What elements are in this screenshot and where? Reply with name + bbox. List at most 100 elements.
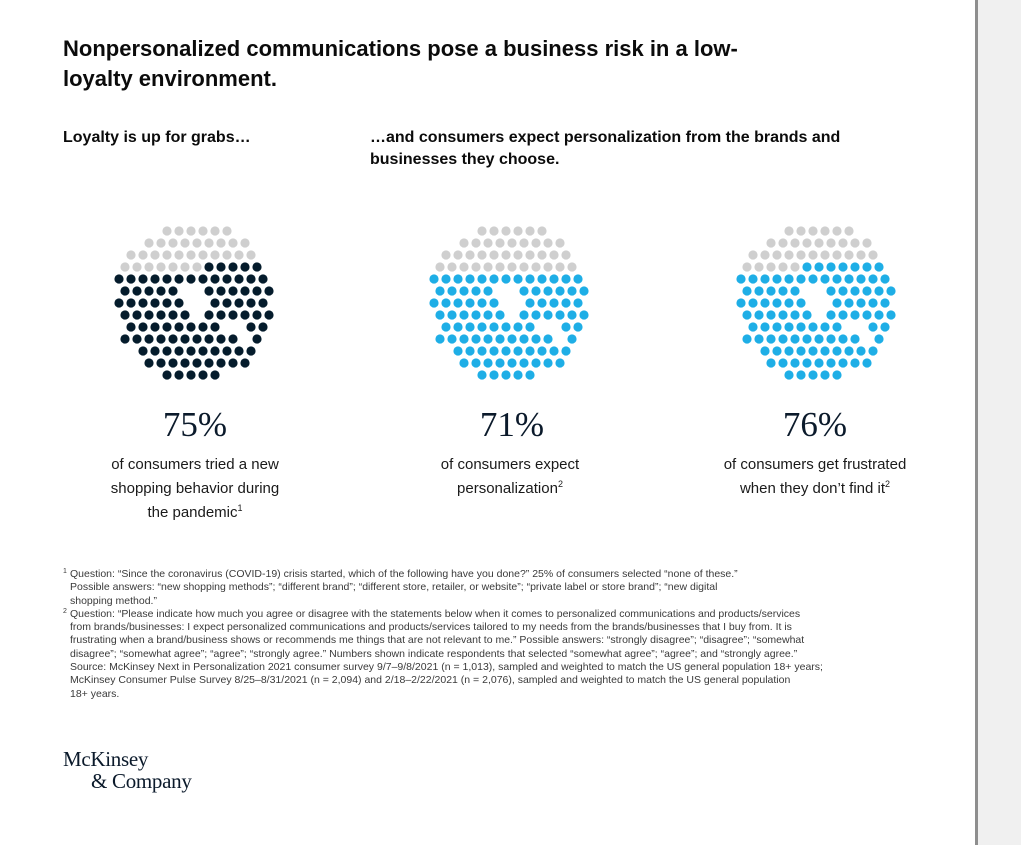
dot-share [459,334,469,344]
dot-remainder [519,262,529,272]
dot-remainder [489,250,499,260]
stat-description-1: of consumers tried a new shopping behavi… [65,453,325,525]
dot-remainder [555,262,565,272]
dot-remainder [802,238,812,248]
dot-share [453,346,463,356]
dot-share [252,286,262,296]
dot-remainder [537,250,547,260]
dot-share [796,370,806,380]
dot-share [838,358,848,368]
subtitle-left: Loyalty is up for grabs… [63,129,251,146]
dot-share [826,286,836,296]
dot-remainder [489,226,499,236]
dot-share [489,298,499,308]
stat-description-2: of consumers expect personalization2 [380,453,640,501]
dot-share [435,286,445,296]
dot-remainder [132,262,142,272]
dot-share [507,358,517,368]
dot-remainder [495,262,505,272]
dot-remainder [180,262,190,272]
dot-share [465,298,475,308]
dot-remainder [501,226,511,236]
dot-share [144,334,154,344]
dot-share [802,334,812,344]
dot-share [862,262,872,272]
dot-share [579,286,589,296]
dot-remainder [856,250,866,260]
dot-remainder [772,250,782,260]
dot-remainder [447,262,457,272]
dot-share [204,286,214,296]
dot-share [766,334,776,344]
dot-share [150,274,160,284]
dot-share [210,298,220,308]
dot-share [162,274,172,284]
dot-share [784,370,794,380]
dot-remainder [483,238,493,248]
dot-share [240,358,250,368]
dot-share [435,334,445,344]
footnote-ref: 2 [557,479,563,489]
dot-remainder [453,250,463,260]
dot-share [447,334,457,344]
dot-remainder [766,238,776,248]
dot-remainder [162,250,172,260]
dot-share [144,358,154,368]
dot-share [459,358,469,368]
dot-share [790,310,800,320]
dot-remainder [228,238,238,248]
dot-share [168,334,178,344]
dot-share [144,310,154,320]
dot-share [240,262,250,272]
dot-share [778,310,788,320]
dot-share [531,286,541,296]
dot-share [186,346,196,356]
dot-share [513,370,523,380]
logo-line-2: & Company [91,769,192,793]
dot-share [120,310,130,320]
footnote-line: shopping method.” [70,594,157,607]
dot-share [519,358,529,368]
dot-share [561,298,571,308]
dot-share [252,334,262,344]
dot-remainder [162,226,172,236]
dot-share [784,322,794,332]
stat-value-1: 75% [162,405,228,444]
dot-share [240,310,250,320]
dot-share [531,334,541,344]
dot-remainder [850,238,860,248]
footnote-1: 1 Question: “Since the coronavirus (COVI… [63,568,968,608]
dot-remainder [126,250,136,260]
dot-share [222,346,232,356]
dot-share [489,370,499,380]
dot-share [447,310,457,320]
dot-remainder [790,262,800,272]
dot-share [760,322,770,332]
dot-share [736,298,746,308]
dot-share [150,298,160,308]
dot-remainder [844,226,854,236]
dot-remainder [240,238,250,248]
dot-share [204,334,214,344]
dot-remainder [459,238,469,248]
dot-share [567,334,577,344]
footnotes: 1 Question: “Since the coronavirus (COVI… [63,568,968,701]
dot-remainder [495,238,505,248]
dot-share [156,286,166,296]
dot-remainder [832,226,842,236]
dot-remainder [561,250,571,260]
dot-share [826,262,836,272]
dot-share [742,310,752,320]
dot-remainder [778,238,788,248]
stat-description-line: of consumers get frustrated [723,456,907,473]
dot-share [174,370,184,380]
window-scrollbar-gutter [975,0,1021,845]
dot-share [868,322,878,332]
dot-share [240,286,250,296]
mckinsey-logo: McKinsey & Company [63,748,192,792]
dot-share [507,334,517,344]
dot-share [246,322,256,332]
dot-share [754,286,764,296]
dot-share [489,346,499,356]
dot-share [808,274,818,284]
